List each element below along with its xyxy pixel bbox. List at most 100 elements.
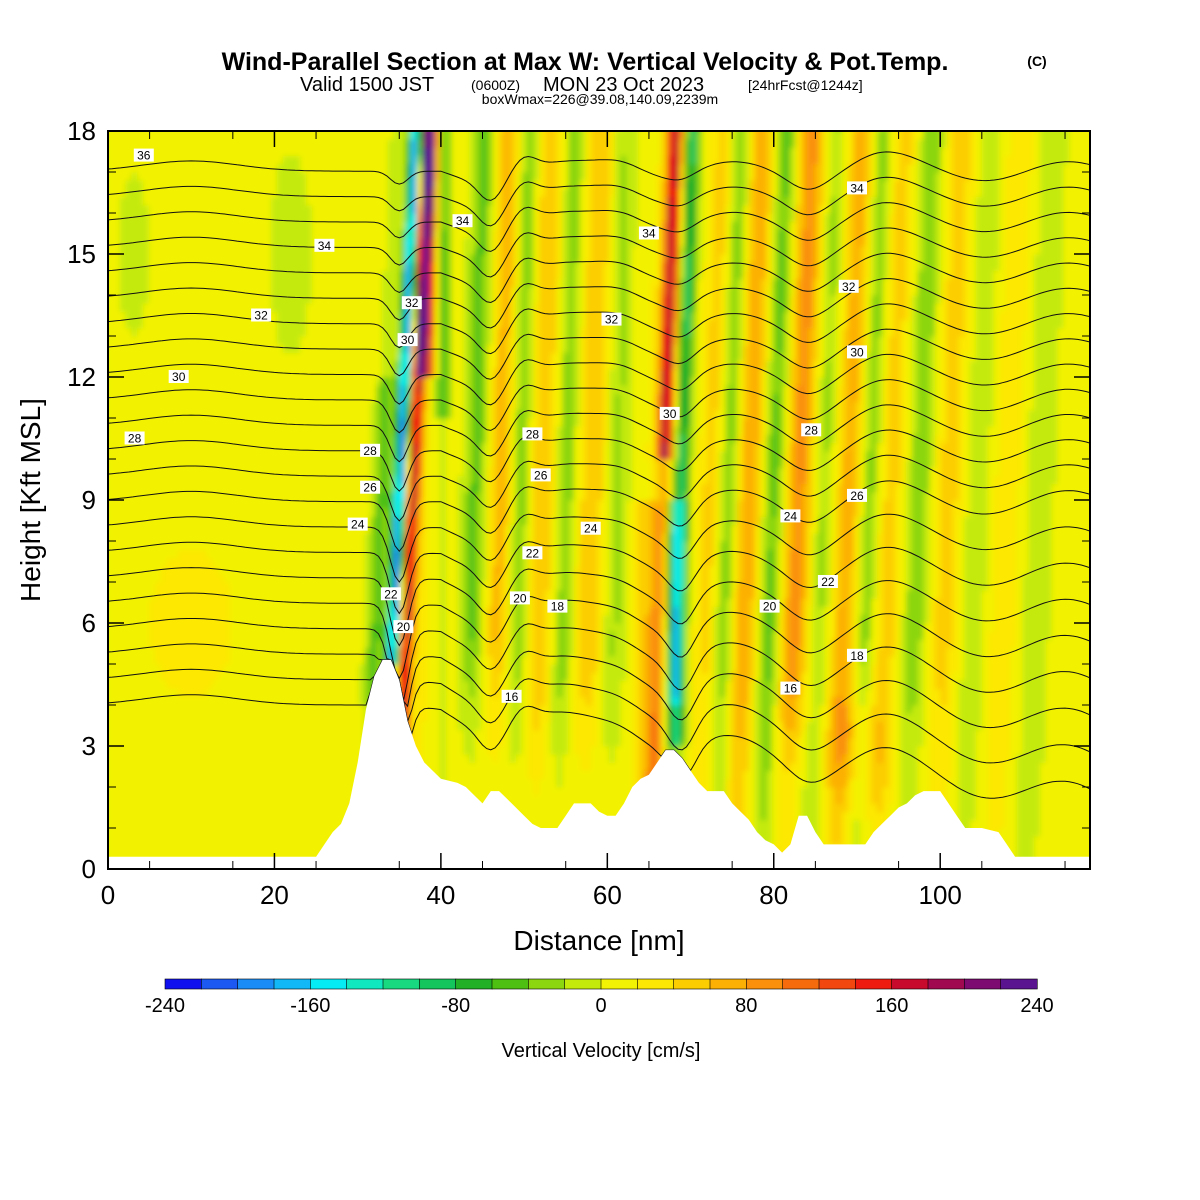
velocity-cell <box>119 524 127 534</box>
velocity-cell <box>352 540 360 550</box>
velocity-cell <box>370 515 377 526</box>
velocity-cell <box>323 679 331 690</box>
velocity-cell <box>137 376 144 386</box>
velocity-cell <box>201 548 208 558</box>
velocity-cell <box>172 507 179 517</box>
velocity-cell <box>276 573 284 583</box>
velocity-cell <box>177 131 185 140</box>
velocity-cell <box>119 565 127 575</box>
velocity-cell <box>387 532 395 542</box>
velocity-cell <box>113 565 121 575</box>
velocity-cell <box>137 614 144 624</box>
velocity-cell <box>323 253 331 263</box>
velocity-cell <box>405 679 412 690</box>
velocity-cell <box>288 368 296 378</box>
velocity-cell <box>160 278 168 288</box>
velocity-cell <box>335 802 342 813</box>
velocity-cell <box>160 131 168 140</box>
velocity-cell <box>306 778 313 788</box>
velocity-cell <box>410 515 418 526</box>
velocity-cell <box>183 155 191 165</box>
velocity-cell <box>247 278 255 288</box>
velocity-cell <box>265 343 273 353</box>
velocity-cell <box>416 745 424 755</box>
velocity-cell <box>376 507 383 517</box>
velocity-cell <box>113 450 121 460</box>
velocity-cell <box>242 196 249 206</box>
velocity-cell <box>387 597 395 608</box>
velocity-cell <box>405 319 412 329</box>
velocity-cell <box>306 269 313 280</box>
velocity-cell <box>276 729 284 739</box>
velocity-cell <box>125 351 133 362</box>
velocity-cell <box>195 425 203 435</box>
velocity-cell <box>376 532 383 542</box>
velocity-cell <box>230 819 238 829</box>
velocity-cell <box>218 843 226 854</box>
velocity-cell <box>317 638 325 649</box>
velocity-cell <box>154 187 162 198</box>
velocity-cell <box>271 712 278 722</box>
velocity-cell <box>282 204 290 214</box>
velocity-cell <box>335 581 342 591</box>
velocity-cell <box>381 245 389 255</box>
velocity-cell <box>346 376 354 386</box>
velocity-cell <box>323 376 331 386</box>
velocity-cell <box>288 507 296 517</box>
velocity-cell <box>422 417 430 427</box>
velocity-cell <box>352 729 360 739</box>
velocity-cell <box>276 835 284 845</box>
velocity-cell <box>195 524 203 534</box>
velocity-cell <box>154 368 162 378</box>
velocity-cell <box>399 261 407 271</box>
velocity-cell <box>236 565 243 575</box>
velocity-cell <box>381 450 389 460</box>
velocity-cell <box>236 622 243 632</box>
velocity-cell <box>335 474 342 485</box>
velocity-cell <box>341 466 348 476</box>
velocity-cell <box>166 532 174 542</box>
velocity-cell <box>276 155 284 165</box>
velocity-cell <box>148 507 156 517</box>
velocity-cell <box>341 737 348 747</box>
velocity-cell <box>364 179 372 189</box>
velocity-cell <box>422 524 430 534</box>
velocity-cell <box>358 565 366 575</box>
velocity-cell <box>154 286 162 296</box>
velocity-cell <box>172 622 179 632</box>
velocity-cell <box>416 278 424 288</box>
velocity-cell <box>288 573 296 583</box>
velocity-cell <box>207 737 214 747</box>
velocity-cell <box>154 852 162 862</box>
velocity-cell <box>119 146 127 157</box>
velocity-cell <box>276 392 284 403</box>
velocity-cell <box>306 204 313 214</box>
velocity-cell <box>230 442 238 452</box>
velocity-cell <box>300 638 307 649</box>
velocity-cell <box>329 606 337 616</box>
velocity-cell <box>329 745 337 755</box>
velocity-cell <box>323 745 331 755</box>
velocity-cell <box>306 360 313 370</box>
velocity-cell <box>282 515 290 526</box>
velocity-cell <box>230 802 238 813</box>
velocity-cell <box>323 228 331 239</box>
velocity-cell <box>166 491 174 501</box>
velocity-cell <box>207 146 214 157</box>
velocity-cell <box>125 319 133 329</box>
velocity-cell <box>311 179 319 189</box>
velocity-cell <box>341 794 348 804</box>
velocity-cell <box>148 360 156 370</box>
velocity-cell <box>370 647 377 657</box>
velocity-cell <box>183 302 191 312</box>
velocity-cell <box>259 507 267 517</box>
velocity-cell <box>212 278 220 288</box>
velocity-cell <box>113 794 121 804</box>
velocity-cell <box>323 704 331 714</box>
velocity-cell <box>346 589 354 599</box>
velocity-cell <box>224 245 232 255</box>
velocity-cell <box>265 753 273 763</box>
velocity-cell <box>195 606 203 616</box>
velocity-cell <box>317 499 325 509</box>
velocity-cell <box>317 597 325 608</box>
